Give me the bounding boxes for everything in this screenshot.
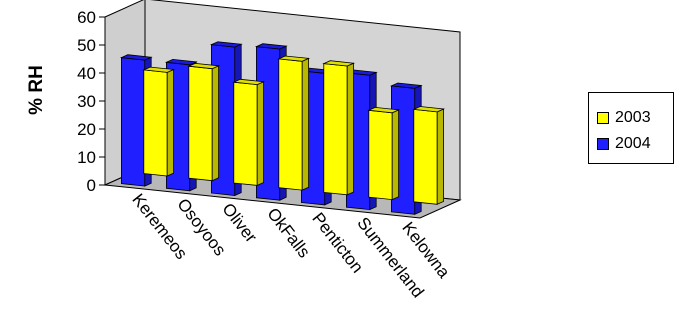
y-tick-label: 0	[87, 176, 96, 195]
bar-top-face	[142, 66, 176, 73]
bar-front-face	[188, 65, 213, 182]
bar-top-face	[187, 62, 221, 70]
legend-swatch-2004	[597, 138, 609, 150]
bar-front-face	[143, 69, 168, 177]
y-tick-label: 10	[77, 148, 96, 167]
bar-2003-oliver	[232, 78, 266, 187]
y-tick-label: 30	[77, 92, 96, 111]
bar-front-face	[413, 108, 438, 205]
bar-top-face	[254, 43, 288, 50]
bar-top-face	[322, 60, 356, 67]
bar-top-face	[277, 55, 311, 62]
bar-side-face	[166, 68, 175, 177]
bar-front-face	[121, 57, 146, 187]
legend-label-2004: 2004	[615, 135, 651, 152]
bar-top-face	[232, 78, 266, 86]
bar-side-face	[436, 108, 445, 205]
bar-front-face	[233, 81, 258, 186]
bar-side-face	[256, 81, 265, 187]
legend-label-2003: 2003	[615, 109, 651, 126]
bar-front-face	[368, 109, 393, 201]
bar-top-face	[367, 106, 401, 114]
bar-side-face	[391, 109, 400, 201]
bar-2003-summerland	[367, 106, 401, 201]
y-tick-label: 50	[77, 36, 96, 55]
bar-top-face	[412, 106, 446, 113]
bar-top-face	[389, 82, 423, 89]
legend-swatch-2003	[597, 112, 609, 124]
x-tick-label: Oliver	[218, 200, 261, 247]
bar-top-face	[164, 58, 198, 66]
y-tick-label: 20	[77, 120, 96, 139]
x-tick-label: OkFalls	[263, 204, 313, 261]
bar-2003-osoyoos	[187, 62, 221, 182]
bar-side-face	[346, 62, 355, 196]
bar-side-face	[301, 57, 310, 191]
bar-front-face	[278, 58, 303, 191]
bar-2003-kelowna	[412, 106, 446, 205]
bar-2003-okfalls	[277, 55, 311, 191]
bar-top-face	[119, 54, 153, 61]
y-tick-label: 40	[77, 64, 96, 83]
bar-2003-keremeos	[142, 66, 176, 177]
legend-item-2004: 2004	[597, 133, 651, 155]
bar-front-face	[323, 63, 348, 196]
legend: 2003 2004	[588, 92, 674, 164]
y-tick-label: 60	[77, 8, 96, 27]
bar-2003-penticton	[322, 60, 356, 196]
legend-item-2003: 2003	[597, 107, 651, 129]
x-tick-label: Penticton	[308, 209, 367, 277]
bar-top-face	[209, 41, 243, 48]
bar-side-face	[211, 65, 220, 182]
y-axis-label: % RH	[26, 65, 47, 115]
